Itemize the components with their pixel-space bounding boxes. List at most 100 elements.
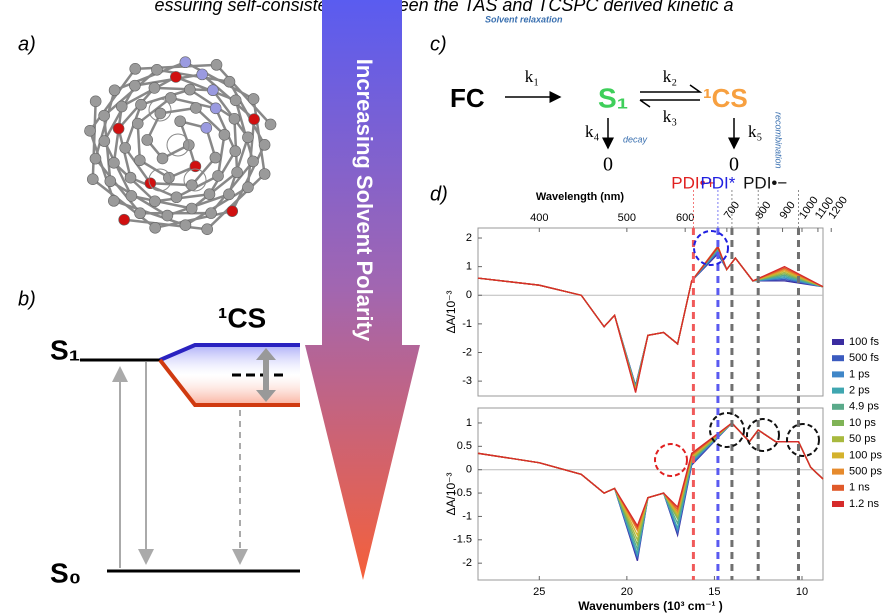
legend-swatch xyxy=(832,452,844,458)
atom xyxy=(210,103,221,114)
series-line xyxy=(478,246,823,391)
rate: k₄ xyxy=(585,122,600,141)
atom xyxy=(130,63,141,74)
atom xyxy=(201,122,212,133)
series-line xyxy=(478,251,823,387)
y-tick-label: -2 xyxy=(462,346,472,358)
atom xyxy=(134,155,145,166)
rate: k₂ xyxy=(663,67,677,86)
atom xyxy=(204,189,215,200)
state-label: S₀ xyxy=(50,557,81,588)
atom xyxy=(211,59,222,70)
legend-label: 4.9 ps xyxy=(849,401,879,413)
y-tick-label: 0 xyxy=(466,289,472,301)
atom xyxy=(229,113,240,124)
atom xyxy=(227,206,238,217)
product: 0 xyxy=(603,154,613,176)
species: FC xyxy=(450,83,485,113)
series-line xyxy=(478,247,823,390)
atom xyxy=(119,214,130,225)
atom xyxy=(120,142,131,153)
legend-label: 1 ns xyxy=(849,482,870,494)
series-line xyxy=(478,249,823,388)
atom xyxy=(90,96,101,107)
panel-label: c) xyxy=(430,33,447,55)
atom xyxy=(197,69,208,80)
atom xyxy=(135,208,146,219)
atom xyxy=(151,64,162,75)
atom xyxy=(99,110,110,121)
y-tick-label: 1 xyxy=(466,417,472,429)
atom xyxy=(202,224,213,235)
legend-label: 500 ps xyxy=(849,466,883,478)
atom xyxy=(155,108,166,119)
annotation: recombination xyxy=(774,112,784,169)
atom xyxy=(224,76,235,87)
atom xyxy=(223,189,234,200)
legend-swatch xyxy=(832,371,844,377)
y-tick-label: 0 xyxy=(466,464,472,476)
x2-tick-label: 900 xyxy=(778,199,798,221)
y-tick-label: 0.5 xyxy=(457,440,472,452)
y-tick-label: -1 xyxy=(462,510,472,522)
panel-label: a) xyxy=(18,33,36,55)
atom xyxy=(162,210,173,221)
atom xyxy=(135,99,146,110)
figure: essuring self-consistency between the TA… xyxy=(0,0,888,614)
atom xyxy=(242,182,253,193)
atom xyxy=(113,123,124,134)
state-label: ¹CS xyxy=(218,302,266,333)
atom xyxy=(265,119,276,130)
atom xyxy=(149,196,160,207)
legend-label: 100 fs xyxy=(849,336,879,348)
y-tick-label: -1.5 xyxy=(453,534,472,546)
atom xyxy=(213,170,224,181)
atom xyxy=(129,80,140,91)
x2-tick-label: 500 xyxy=(618,212,636,224)
plot-frame xyxy=(478,408,823,580)
y-axis-label: ΔA/10⁻³ xyxy=(444,290,458,333)
x2-tick-label: 800 xyxy=(753,199,773,221)
atom xyxy=(84,125,95,136)
series-line xyxy=(478,423,823,545)
series-line xyxy=(478,423,823,526)
atom xyxy=(249,114,260,125)
atom xyxy=(150,222,161,233)
atom xyxy=(142,134,153,145)
atom xyxy=(175,116,186,127)
atom xyxy=(259,168,270,179)
legend-label: 1 ps xyxy=(849,368,870,380)
species: S₁ xyxy=(598,82,628,113)
x-tick-label: 25 xyxy=(533,586,545,598)
series-line xyxy=(478,423,823,561)
y-tick-label: -3 xyxy=(462,375,472,387)
atom xyxy=(206,208,217,219)
y-tick-label: 1 xyxy=(466,261,472,273)
atom xyxy=(242,132,253,143)
atom xyxy=(132,118,143,129)
atom xyxy=(90,153,101,164)
series-line xyxy=(478,247,823,391)
atom xyxy=(170,71,181,82)
series-line xyxy=(478,423,823,559)
atom xyxy=(184,84,195,95)
legend-label: 10 ps xyxy=(849,417,876,429)
atom xyxy=(207,85,218,96)
bond xyxy=(124,220,207,229)
plot-frame xyxy=(478,228,823,396)
panel-label: b) xyxy=(18,288,36,310)
x-tick-label: 10 xyxy=(796,586,808,598)
legend-swatch xyxy=(832,485,844,491)
rate: k₅ xyxy=(748,122,763,141)
series-line xyxy=(478,247,823,392)
legend-label: 50 ps xyxy=(849,433,876,445)
y-tick-label: 2 xyxy=(466,232,472,244)
atom xyxy=(108,195,119,206)
legend-swatch xyxy=(832,501,844,507)
atom xyxy=(230,95,241,106)
series-line xyxy=(478,423,823,556)
atom xyxy=(186,203,197,214)
product: 0 xyxy=(729,154,739,176)
species: ¹CS xyxy=(703,83,748,113)
highlight xyxy=(747,419,779,451)
